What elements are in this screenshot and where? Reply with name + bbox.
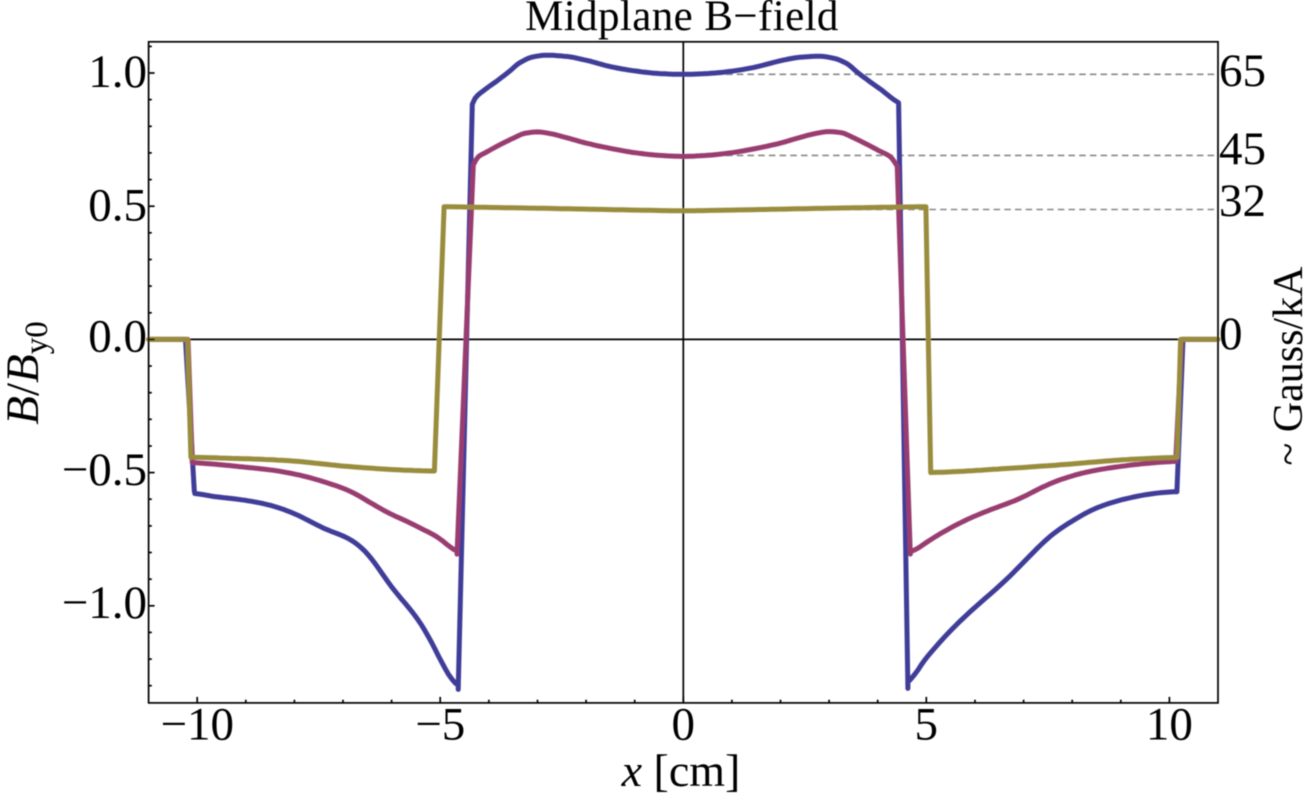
- svg-text:32: 32: [1219, 175, 1266, 227]
- svg-text:−1.0: −1.0: [62, 577, 147, 629]
- svg-text:−10: −10: [160, 699, 234, 751]
- svg-text:65: 65: [1219, 45, 1266, 97]
- svg-text:5: 5: [915, 699, 939, 751]
- svg-text:10: 10: [1146, 699, 1193, 751]
- svg-text:0: 0: [672, 699, 696, 751]
- svg-text:−5: −5: [415, 699, 465, 751]
- svg-text:Midplane B−field: Midplane B−field: [525, 0, 839, 40]
- svg-text:1.0: 1.0: [88, 46, 147, 98]
- svg-text:0.5: 0.5: [88, 180, 147, 232]
- svg-text:45: 45: [1219, 123, 1266, 175]
- svg-text:−0.5: −0.5: [62, 444, 147, 496]
- svg-text:B/By0: B/By0: [0, 321, 55, 425]
- svg-text:x [cm]: x [cm]: [621, 745, 741, 796]
- svg-text:0: 0: [1219, 308, 1243, 360]
- svg-text:0.0: 0.0: [88, 311, 147, 363]
- svg-text:~ Gauss/kA: ~ Gauss/kA: [1266, 266, 1312, 466]
